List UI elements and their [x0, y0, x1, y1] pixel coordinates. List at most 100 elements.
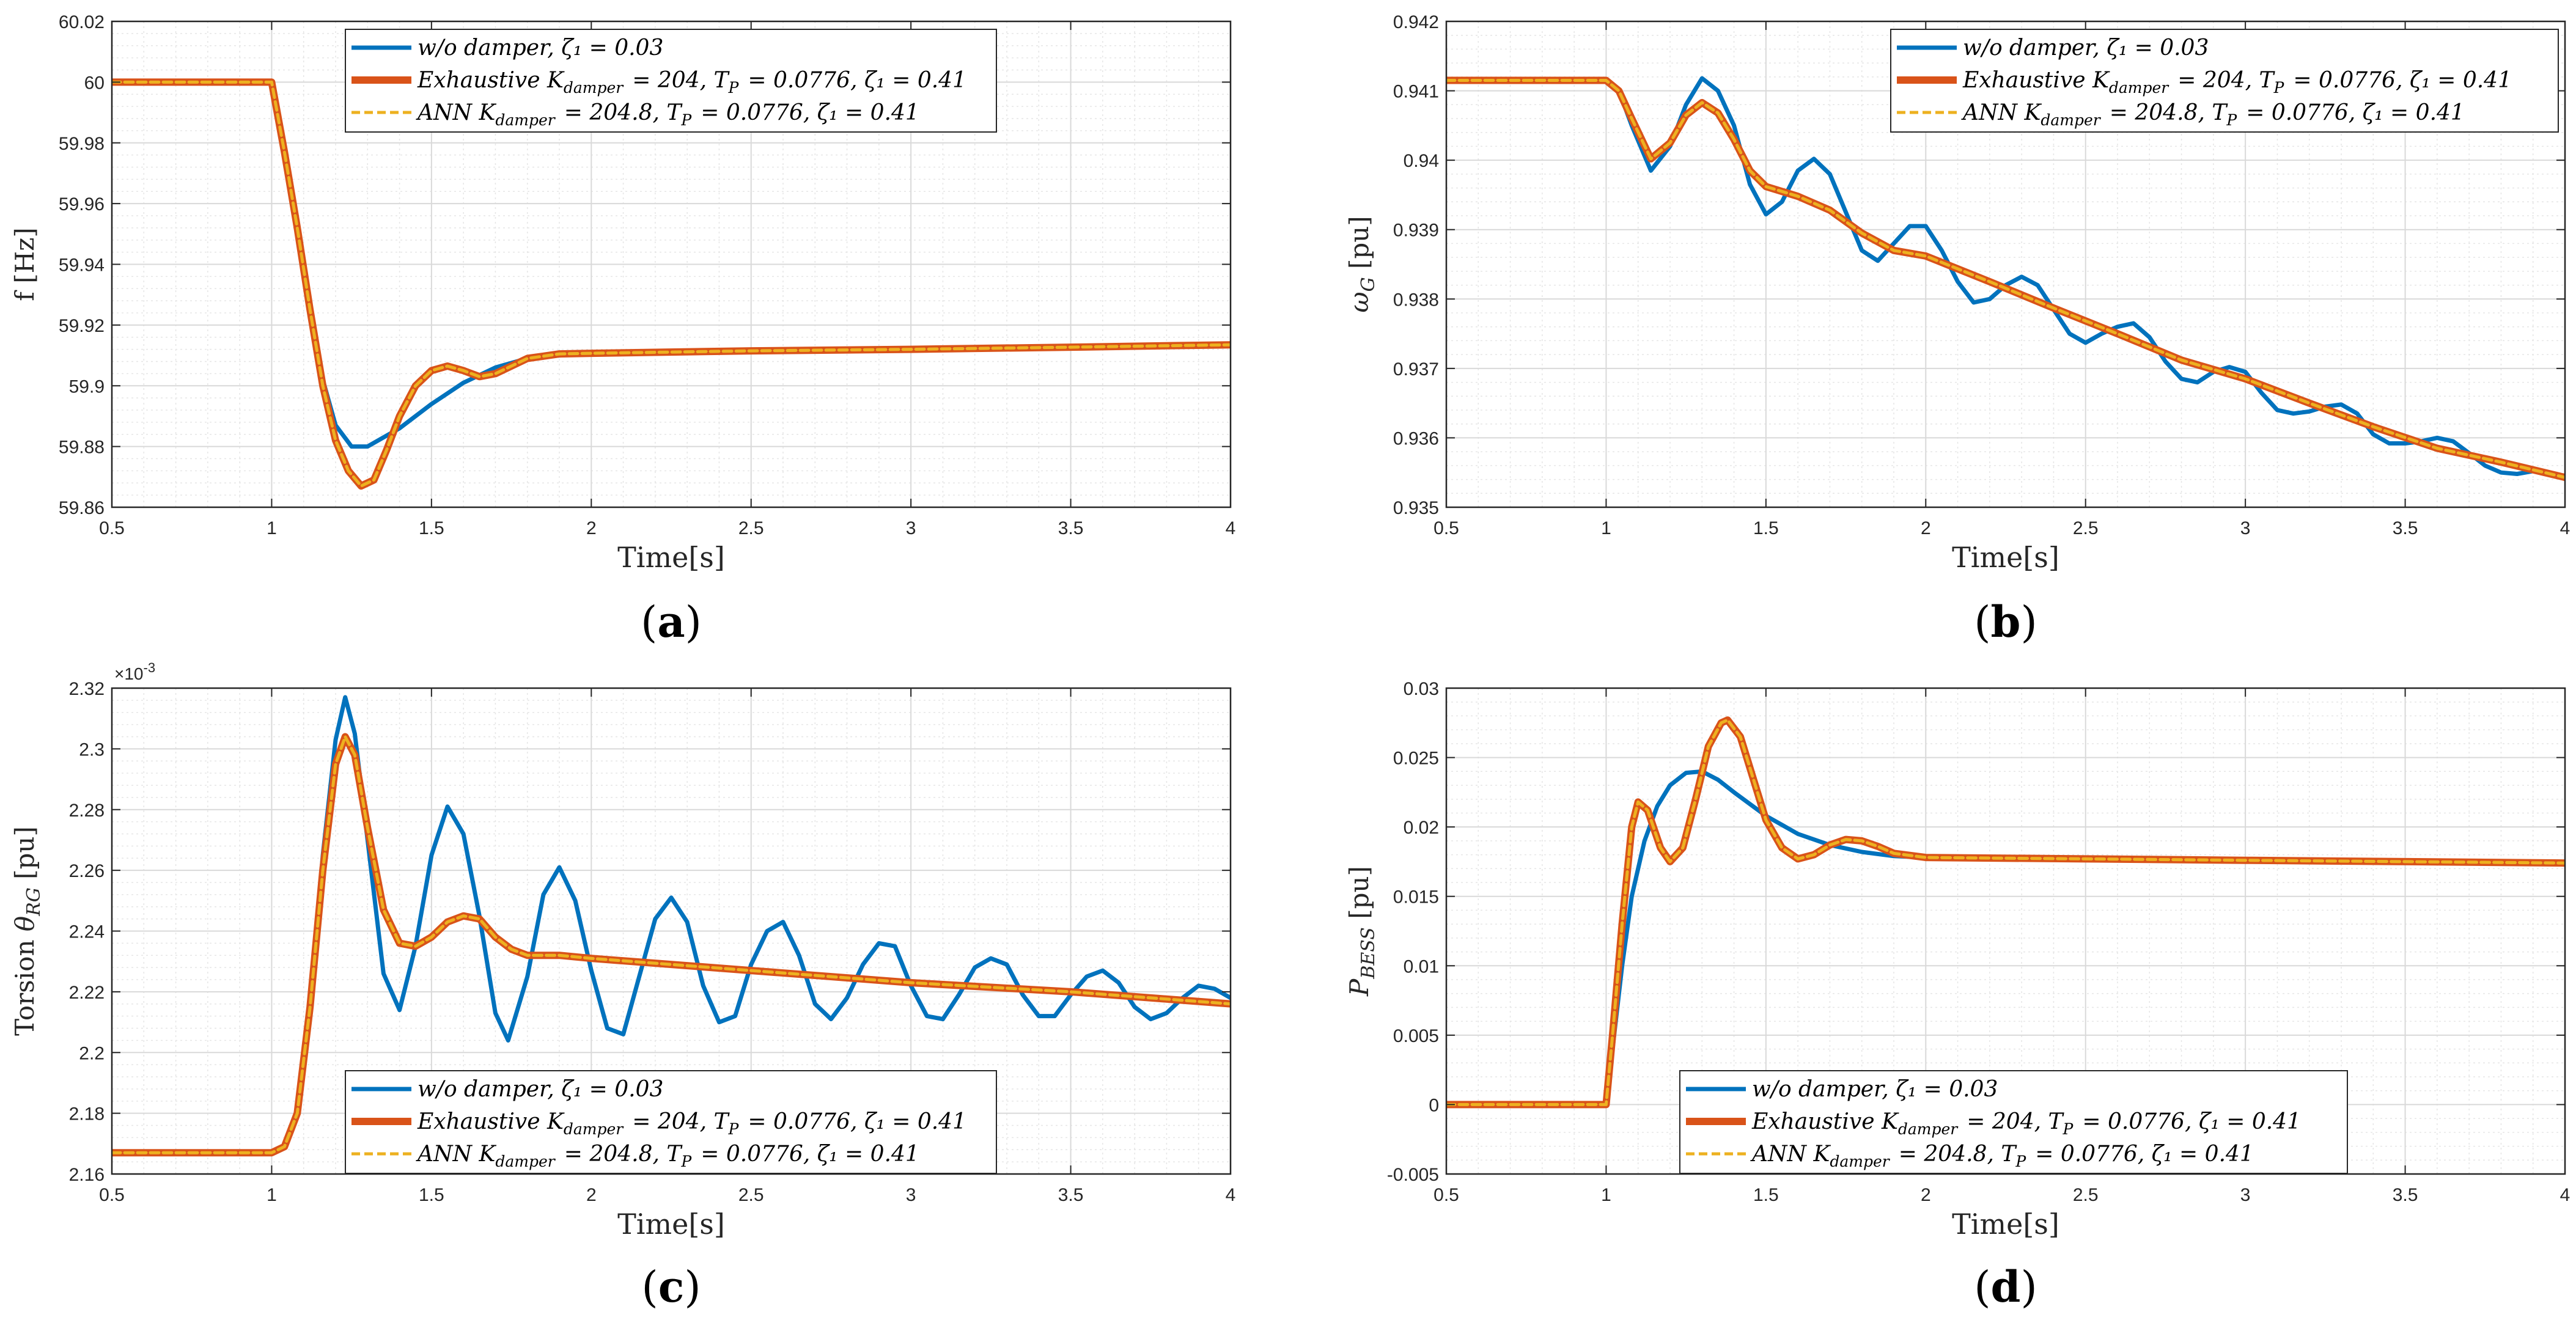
series-line-without-damper — [1446, 76, 2565, 479]
x-tick-label: 3.5 — [2393, 518, 2418, 538]
series-group — [112, 78, 1231, 490]
y-tick-label: 0.939 — [1393, 221, 1439, 241]
series-line-without-damper — [112, 695, 1231, 1155]
y-tick-label: 2.28 — [69, 801, 105, 821]
x-tick-label: 3 — [906, 1185, 916, 1205]
legend-entry: ANN Kdamper = 204.8, TP = 0.0776, ζ₁ = 0… — [1961, 100, 2465, 129]
chart-panel-b: 0.5 1 1.5 2 2.5 3 3.5 4 0.935 0.936 0.937 0.938 0.93… — [1344, 12, 2570, 647]
y-tick-label: 2.22 — [69, 983, 105, 1003]
series-line-ann — [112, 735, 1231, 1154]
chart-panel-d: 0.5 1 1.5 2 2.5 3 3.5 4 -0.005 0 0.005 0.01 0.015 0.0… — [1344, 679, 2570, 1312]
x-tick-label: 2 — [586, 518, 597, 538]
y-tick-label: 0.015 — [1393, 887, 1439, 908]
x-tick-label: 1.5 — [1753, 1185, 1779, 1205]
panel-caption: (c) — [641, 1261, 701, 1312]
x-tick-label: 0.5 — [99, 518, 125, 538]
series-line-ann — [1446, 718, 2565, 1106]
legend-entry: w/o damper, ζ₁ = 0.03 — [418, 1077, 663, 1102]
legend: w/o damper, ζ₁ = 0.03 Exhaustive Kdamper … — [345, 1070, 997, 1174]
x-tick-label: 2.5 — [738, 1185, 764, 1205]
y-tick-label: 59.98 — [59, 134, 105, 154]
x-tick-label: 3 — [2240, 518, 2251, 538]
axes-box — [1445, 20, 2566, 508]
x-tick-label: 4 — [2560, 518, 2570, 538]
x-tick-label: 0.5 — [1433, 1185, 1459, 1205]
y-tick-label: 0.025 — [1393, 749, 1439, 769]
y-tick-label: 59.94 — [59, 255, 105, 276]
y-tick-label: 2.16 — [69, 1165, 105, 1185]
y-tick-label: 0.03 — [1404, 679, 1439, 699]
y-tick-label: 59.86 — [59, 498, 105, 518]
x-tick-label: 4 — [2560, 1185, 2570, 1205]
x-tick-label: 2 — [586, 1185, 597, 1205]
x-tick-label: 3.5 — [2393, 1185, 2418, 1205]
y-tick-label: 0.936 — [1393, 428, 1439, 449]
y-tick-label: 60.02 — [59, 12, 105, 32]
y-axis-label: Torsion θRG [pu] — [10, 826, 45, 1036]
x-tick-label: 1.5 — [419, 1185, 444, 1205]
x-tick-label: 1 — [267, 1185, 277, 1205]
panel-caption: (a) — [641, 596, 702, 647]
legend-entry: Exhaustive Kdamper = 204, TP = 0.0776, ζ… — [1962, 68, 2512, 97]
x-tick-label: 3 — [906, 518, 916, 538]
y-tick-label: 0.941 — [1393, 82, 1439, 102]
chart-panel-a: 0.5 1 1.5 2 2.5 3 3.5 4 59.86 59.88 59.9 59.92 59.94… — [10, 12, 1235, 647]
y-tick-label: 0.935 — [1393, 498, 1439, 518]
x-axis-label: Time[s] — [1952, 541, 2059, 574]
series-group — [1446, 716, 2565, 1109]
x-tick-label: 2 — [1921, 1185, 1931, 1205]
legend-entry: ANN Kdamper = 204.8, TP = 0.0776, ζ₁ = 0… — [416, 100, 919, 129]
legend-box — [345, 29, 997, 133]
legend-entry: ANN Kdamper = 204.8, TP = 0.0776, ζ₁ = 0… — [416, 1142, 919, 1170]
x-tick-label: 2.5 — [738, 518, 764, 538]
series-line-ann — [1446, 79, 2565, 479]
y-tick-label: 2.24 — [69, 922, 105, 942]
series-line-ann — [112, 80, 1231, 488]
chart-panel-c: 0.5 1 1.5 2 2.5 3 3.5 4 2.16 2.18 2.2 2.22 2.24 2.26 2… — [10, 660, 1235, 1312]
y-tick-label: 2.26 — [69, 861, 105, 881]
y-axis-label: ωG [pu] — [1344, 216, 1379, 312]
x-axis-label: Time[s] — [617, 1208, 725, 1241]
x-axis-label: Time[s] — [1952, 1208, 2059, 1241]
x-tick-label: 1.5 — [419, 518, 444, 538]
y-tick-label: 2.2 — [79, 1043, 105, 1063]
x-tick-label: 1 — [267, 518, 277, 538]
y-tick-label: 2.32 — [69, 679, 105, 699]
y-tick-label: 0.02 — [1404, 818, 1439, 838]
x-tick-label: 4 — [1226, 518, 1236, 538]
legend-entry: ANN Kdamper = 204.8, TP = 0.0776, ζ₁ = 0… — [1750, 1142, 2254, 1170]
y-tick-label: 0.005 — [1393, 1026, 1439, 1046]
legend-entry: Exhaustive Kdamper = 204, TP = 0.0776, ζ… — [417, 1109, 966, 1138]
series-group — [1446, 76, 2565, 482]
y-tick-label: 60 — [84, 73, 105, 93]
y-tick-label: 0.938 — [1393, 290, 1439, 310]
y-axis-multiplier: ×10-3 — [114, 660, 155, 683]
x-tick-label: 2.5 — [2073, 518, 2099, 538]
legend-entry: w/o damper, ζ₁ = 0.03 — [418, 35, 663, 61]
y-tick-label: 0.01 — [1404, 956, 1439, 977]
legend-entry: w/o damper, ζ₁ = 0.03 — [1963, 35, 2209, 61]
x-tick-label: 3.5 — [1058, 518, 1084, 538]
series-group — [112, 695, 1231, 1157]
panel-caption: (d) — [1974, 1261, 2037, 1312]
legend-entry: w/o damper, ζ₁ = 0.03 — [1752, 1077, 1998, 1102]
legend-box — [1890, 29, 2559, 133]
y-tick-label: 59.9 — [69, 376, 105, 397]
legend-box — [1679, 1070, 2348, 1174]
y-tick-label: 0.94 — [1404, 151, 1439, 171]
y-tick-label: 59.88 — [59, 438, 105, 458]
panel-caption: (b) — [1974, 596, 2037, 647]
legend: w/o damper, ζ₁ = 0.03 Exhaustive Kdamper … — [1679, 1070, 2348, 1174]
x-tick-label: 1 — [1601, 518, 1611, 538]
x-tick-label: 0.5 — [1433, 518, 1459, 538]
y-tick-label: 2.18 — [69, 1104, 105, 1124]
y-tick-label: 0.942 — [1393, 12, 1439, 32]
y-tick-label: 59.92 — [59, 316, 105, 336]
legend-entry: Exhaustive Kdamper = 204, TP = 0.0776, ζ… — [1751, 1109, 2301, 1138]
legend-entry: Exhaustive Kdamper = 204, TP = 0.0776, ζ… — [417, 68, 966, 97]
x-tick-label: 3 — [2240, 1185, 2251, 1205]
y-tick-label: 59.96 — [59, 194, 105, 215]
y-tick-label: 0 — [1429, 1095, 1439, 1115]
y-tick-label: 0.937 — [1393, 359, 1439, 380]
